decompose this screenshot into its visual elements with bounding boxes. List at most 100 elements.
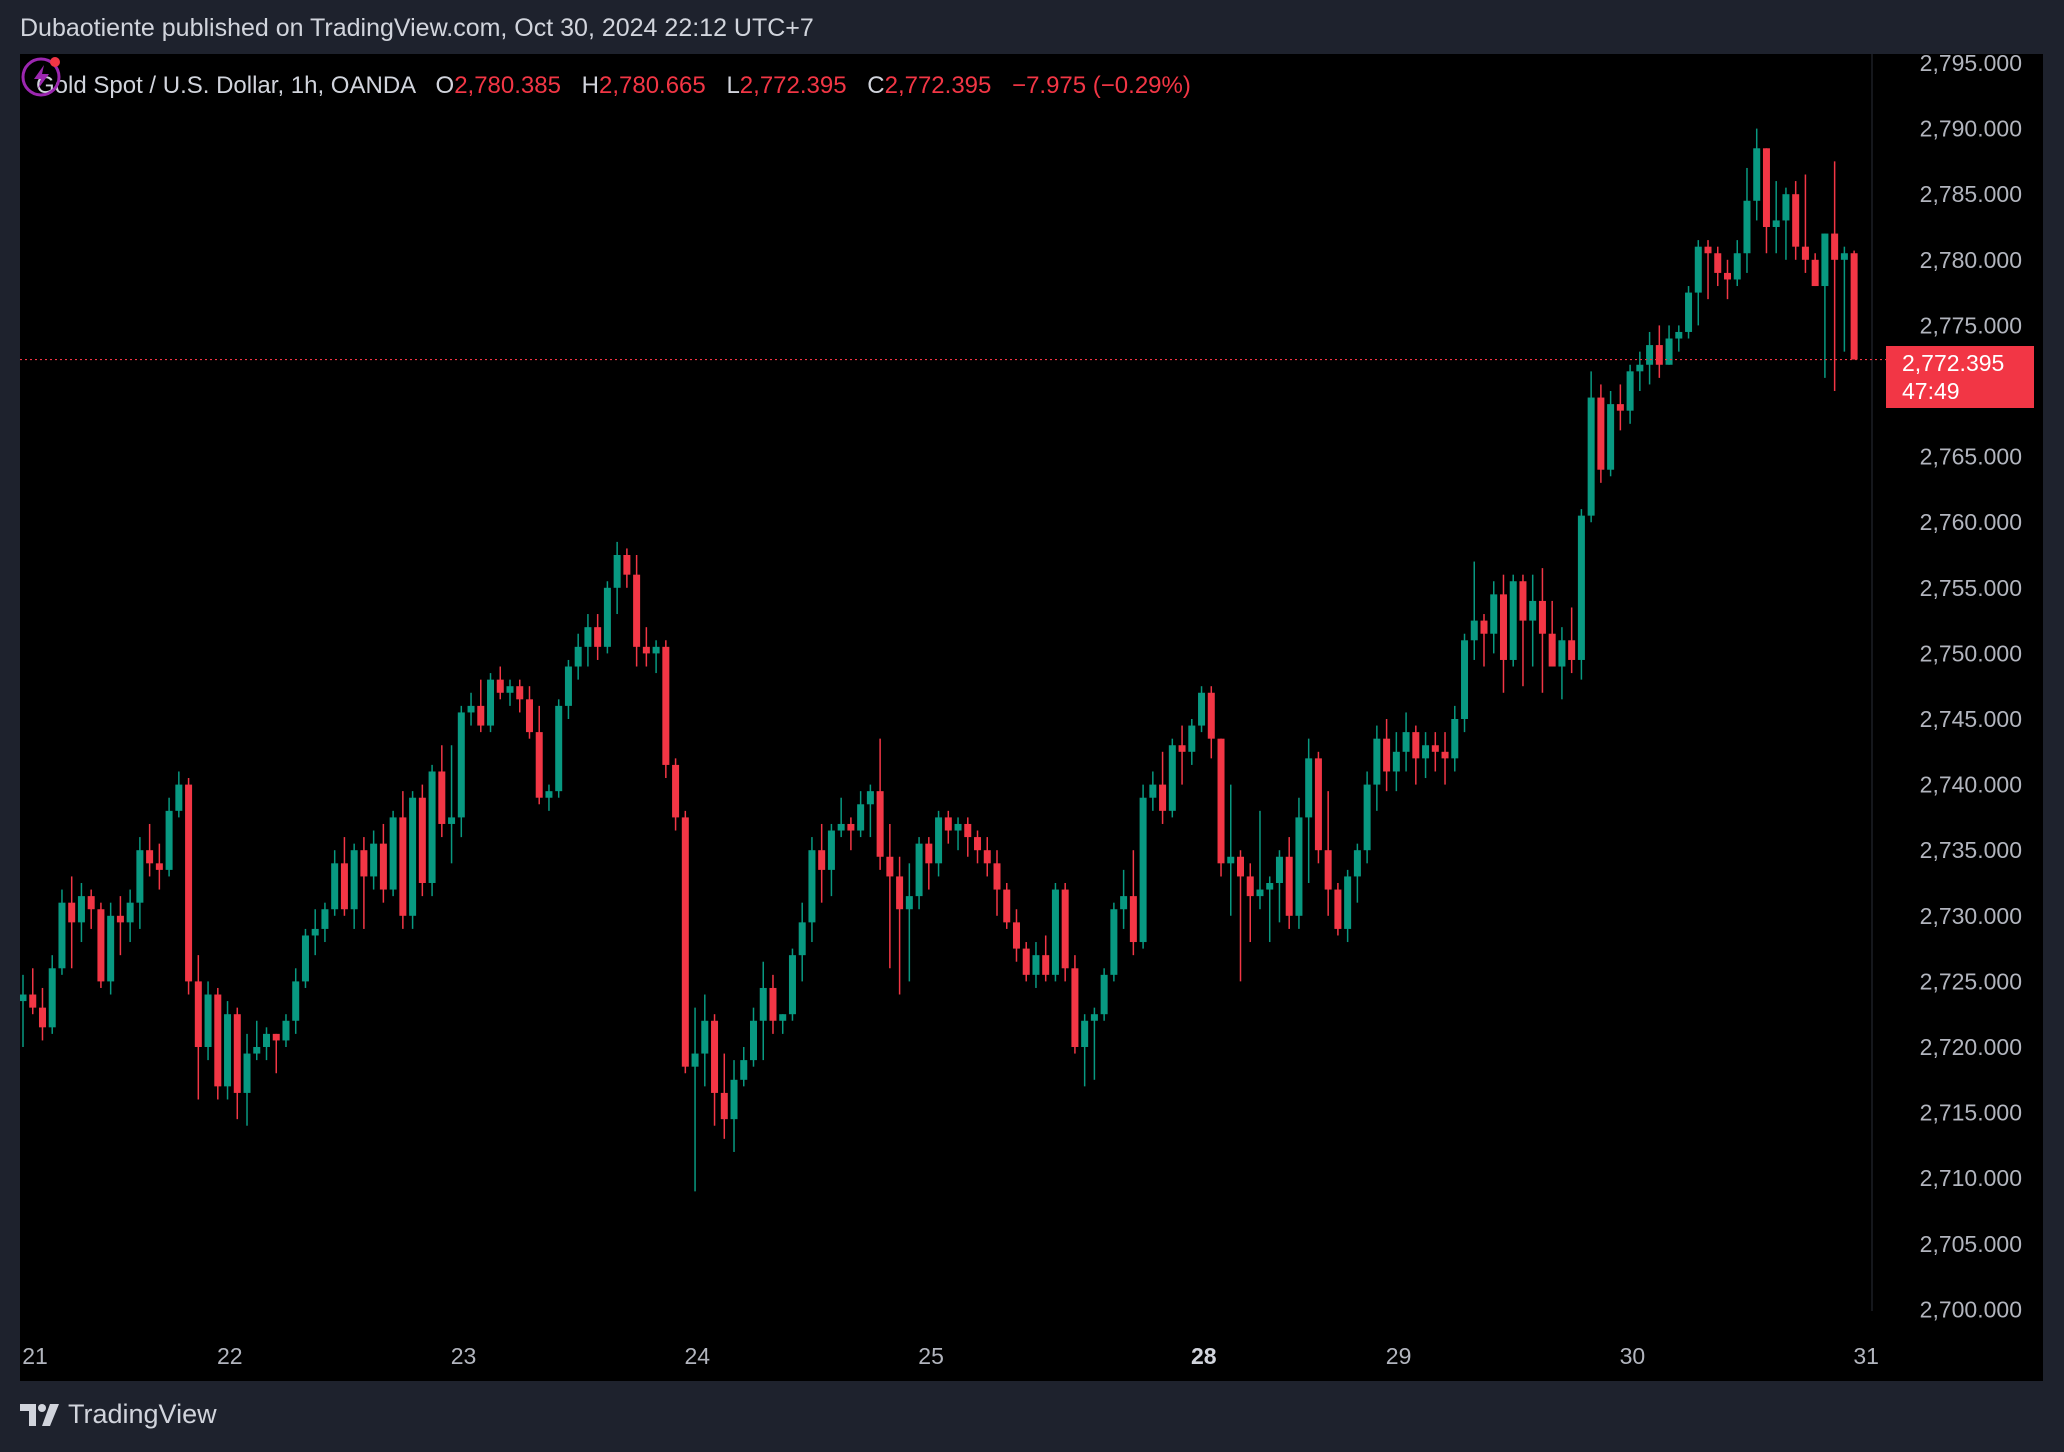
- candle-body: [253, 1047, 261, 1054]
- candle-body: [1850, 253, 1858, 360]
- y-tick-label: 2,760.000: [1920, 509, 2022, 535]
- x-tick-label: 24: [685, 1343, 711, 1369]
- candle-body: [1792, 194, 1800, 247]
- candle-body: [448, 817, 456, 824]
- candle-body: [1363, 784, 1371, 851]
- y-tick-label: 2,730.000: [1920, 903, 2022, 929]
- candle-body: [1577, 515, 1585, 660]
- candle-body: [233, 1014, 241, 1093]
- price-chart-svg[interactable]: 2,700.000 2,705.000 2,710.000 2,715.000 2,72…: [20, 54, 2043, 1381]
- candle-body: [1256, 889, 1264, 897]
- candle-body: [915, 843, 923, 897]
- candle-body: [1198, 692, 1206, 726]
- candle-body: [857, 804, 865, 831]
- candle-body: [662, 646, 670, 765]
- candle-body: [1217, 738, 1225, 864]
- candle-body: [1168, 745, 1176, 811]
- candle-body: [1558, 640, 1566, 667]
- candle-body: [20, 994, 27, 1002]
- low-label: L: [726, 72, 740, 99]
- candle-body: [808, 850, 816, 923]
- candle-body: [886, 856, 894, 877]
- candle-body: [1149, 784, 1157, 798]
- candle-body: [720, 1092, 728, 1120]
- footer-bar: TradingView: [0, 1381, 2064, 1452]
- y-tick-label: 2,790.000: [1920, 116, 2022, 142]
- candle-body: [837, 823, 845, 831]
- candle-body: [1071, 968, 1079, 1047]
- candle-body: [1509, 581, 1517, 660]
- low-value: 2,772.395: [739, 72, 847, 99]
- candle-body: [642, 646, 650, 654]
- candle-body: [711, 1020, 719, 1093]
- candle-body: [935, 817, 943, 864]
- candle-body: [136, 850, 144, 903]
- candle-body: [467, 705, 475, 713]
- candle-body: [1568, 640, 1576, 660]
- candle-body: [1529, 600, 1537, 621]
- candle-body: [1324, 850, 1332, 890]
- candle-body: [1461, 640, 1469, 719]
- candle-body: [1441, 751, 1449, 759]
- ohlc-legend: Gold Spot / U.S. Dollar, 1h, OANDA O2,78…: [36, 72, 1191, 100]
- candle-body: [1753, 148, 1761, 201]
- candle-body: [194, 981, 202, 1047]
- candle-body: [1772, 220, 1780, 227]
- y-tick-label: 2,740.000: [1920, 772, 2022, 798]
- candle-body: [1490, 594, 1498, 634]
- candle-body: [175, 784, 183, 811]
- candle-body: [1499, 594, 1507, 660]
- candle-body: [331, 863, 339, 910]
- candle-body: [1665, 338, 1673, 365]
- candle-body: [107, 915, 115, 982]
- candle-body: [545, 791, 553, 798]
- candle-body: [818, 850, 826, 870]
- candle-body: [301, 935, 309, 982]
- change-value: −7.975 (−0.29%): [1012, 72, 1191, 99]
- candle-body: [1597, 397, 1605, 470]
- candle-body: [29, 994, 37, 1008]
- y-tick-label: 2,780.000: [1920, 247, 2022, 273]
- x-tick-label: 30: [1620, 1343, 1646, 1369]
- candle-body: [1012, 922, 1020, 949]
- y-tick-label: 2,765.000: [1920, 444, 2022, 470]
- candle-body: [487, 679, 495, 726]
- candle-body: [360, 850, 368, 877]
- candle-body: [1402, 732, 1410, 752]
- candle-body: [68, 902, 76, 923]
- chart-area[interactable]: 2,700.000 2,705.000 2,710.000 2,715.000 2,72…: [20, 54, 2043, 1381]
- candle-body: [681, 817, 689, 1067]
- close-value: 2,772.395: [884, 72, 992, 99]
- candle-body: [146, 850, 154, 864]
- x-tick-label: 23: [451, 1343, 477, 1369]
- tradingview-brand[interactable]: TradingView: [20, 1399, 217, 1430]
- y-tick-label: 2,700.000: [1920, 1296, 2022, 1322]
- candle-body: [1616, 404, 1624, 411]
- last-price-badge: 2,772.395 47:49: [1886, 346, 2034, 408]
- candle-body: [409, 797, 417, 916]
- candle-body: [418, 797, 426, 883]
- candle-body: [1129, 896, 1137, 943]
- candle-body: [516, 686, 524, 700]
- candle-body: [1081, 1020, 1089, 1047]
- candle-body: [1178, 745, 1186, 752]
- high-value: 2,780.665: [598, 72, 706, 99]
- candle-body: [672, 764, 680, 818]
- candle-body: [340, 863, 348, 910]
- candle-body: [428, 771, 436, 883]
- lightning-bolt-icon[interactable]: [20, 54, 64, 98]
- bar-countdown: 47:49: [1902, 378, 1960, 404]
- tradingview-wordmark: TradingView: [68, 1399, 217, 1429]
- candle-body: [555, 705, 563, 792]
- candle-body: [1139, 797, 1147, 943]
- candle-body: [438, 771, 446, 824]
- candle-body: [224, 1014, 232, 1087]
- candle-body: [1392, 751, 1400, 772]
- candle-body: [1295, 817, 1303, 916]
- candle-body: [564, 666, 572, 706]
- candle-body: [389, 817, 397, 890]
- candle-body: [1334, 889, 1342, 929]
- candle-body: [38, 1007, 46, 1028]
- candle-body: [1120, 896, 1128, 910]
- candle-body: [126, 902, 134, 923]
